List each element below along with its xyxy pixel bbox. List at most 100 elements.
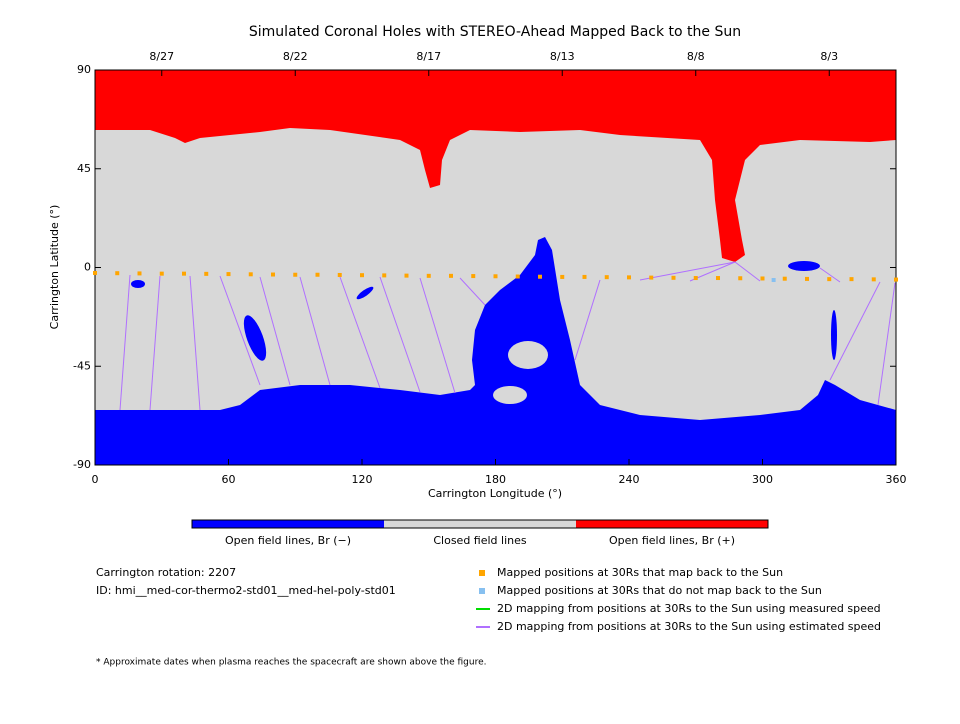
top-tick-label: 8/22 xyxy=(283,50,308,63)
point xyxy=(716,276,720,281)
mapping-line xyxy=(877,282,896,406)
legend-label: Mapped positions at 30Rs that do not map… xyxy=(497,584,822,597)
point xyxy=(426,273,431,278)
small-hole xyxy=(831,310,837,360)
mapping-line xyxy=(379,276,421,393)
mapping-line xyxy=(829,281,881,381)
colorbar-segment xyxy=(576,520,768,528)
footnote: * Approximate dates when plasma reaches … xyxy=(96,658,487,668)
top-tick-label: 8/13 xyxy=(550,50,575,63)
x-tick-label: 300 xyxy=(752,473,773,486)
y-tick-label: -45 xyxy=(73,359,91,372)
small-hole xyxy=(788,261,820,271)
map xyxy=(95,70,896,465)
point xyxy=(137,271,142,276)
point xyxy=(894,277,898,282)
point xyxy=(560,274,565,279)
point xyxy=(805,276,809,281)
point xyxy=(493,274,498,279)
closed-island xyxy=(508,341,548,369)
mapping-line xyxy=(459,277,486,306)
small-hole xyxy=(243,315,267,361)
point xyxy=(382,273,387,278)
x-axis-label: Carrington Longitude (°) xyxy=(428,487,562,500)
point xyxy=(293,272,298,277)
point xyxy=(159,271,164,276)
point xyxy=(849,277,854,282)
top-tick-label: 8/3 xyxy=(820,50,838,63)
colorbar-segment xyxy=(192,520,384,528)
y-tick-label: -90 xyxy=(73,458,91,471)
mapping-line xyxy=(574,279,601,361)
y-tick-label: 45 xyxy=(77,162,91,175)
x-tick-label: 120 xyxy=(352,473,373,486)
point xyxy=(337,272,342,277)
colorbar-label: Open field lines, Br (+) xyxy=(609,534,735,547)
colorbar-label: Open field lines, Br (−) xyxy=(225,534,351,547)
x-tick-label: 240 xyxy=(619,473,640,486)
mapping-line xyxy=(639,261,736,281)
colorbar-segment xyxy=(384,520,576,528)
point xyxy=(827,277,832,282)
mapping-line xyxy=(339,276,381,389)
x-tick-label: 180 xyxy=(485,473,506,486)
point xyxy=(226,272,231,277)
point xyxy=(271,272,275,277)
info-text: ID: hmi__med-cor-thermo2-std01__med-hel-… xyxy=(96,584,396,597)
mapping-line xyxy=(119,274,131,411)
mapping-lines xyxy=(119,261,896,411)
negative-hole xyxy=(95,237,896,465)
mapping-line xyxy=(419,277,456,394)
top-tick-label: 8/17 xyxy=(416,50,441,63)
point xyxy=(538,274,542,279)
mapping-line xyxy=(219,275,261,386)
colorbar-frame xyxy=(191,519,769,529)
point xyxy=(471,274,476,279)
closed-island xyxy=(493,386,527,404)
top-tick-label: 8/8 xyxy=(687,50,705,63)
info-text: Carrington rotation: 2207 xyxy=(96,566,236,579)
positive-hole xyxy=(95,70,896,262)
point xyxy=(782,276,787,281)
legend-label: 2D mapping from positions at 30Rs to the… xyxy=(497,602,881,615)
y-axis-label: Carrington Latitude (°) xyxy=(48,205,61,330)
mapping-line xyxy=(259,276,291,386)
point xyxy=(582,274,587,279)
point xyxy=(738,276,743,281)
chart-title: Simulated Coronal Holes with STEREO-Ahea… xyxy=(249,24,741,40)
point xyxy=(248,272,253,277)
point xyxy=(449,273,453,278)
point xyxy=(360,273,364,278)
point xyxy=(115,271,120,276)
legend-marker xyxy=(479,588,485,594)
small-hole xyxy=(356,286,374,300)
y-tick-label: 0 xyxy=(84,261,91,274)
point xyxy=(771,278,776,283)
legend-label: 2D mapping from positions at 30Rs to the… xyxy=(497,620,881,633)
x-tick-label: 0 xyxy=(92,473,99,486)
point xyxy=(871,277,876,282)
y-tick-label: 90 xyxy=(77,63,91,76)
point xyxy=(760,276,765,281)
point xyxy=(182,271,186,276)
point xyxy=(627,275,631,280)
point xyxy=(315,272,320,277)
point xyxy=(404,273,409,278)
mapping-line xyxy=(299,276,331,386)
mapping-line xyxy=(149,275,161,411)
colorbar-label: Closed field lines xyxy=(433,534,527,547)
mapping-line xyxy=(819,267,841,283)
small-hole xyxy=(131,280,145,288)
colorbar: Open field lines, Br (−) Closed field lin… xyxy=(191,519,769,547)
x-tick-label: 360 xyxy=(886,473,907,486)
point xyxy=(515,274,520,279)
point xyxy=(671,275,676,280)
legend-label: Mapped positions at 30Rs that map back t… xyxy=(497,566,783,579)
point xyxy=(93,270,97,275)
point xyxy=(204,271,209,276)
mapping-line xyxy=(189,275,201,411)
legend-marker xyxy=(479,570,485,576)
point xyxy=(693,276,698,281)
top-tick-label: 8/27 xyxy=(149,50,174,63)
